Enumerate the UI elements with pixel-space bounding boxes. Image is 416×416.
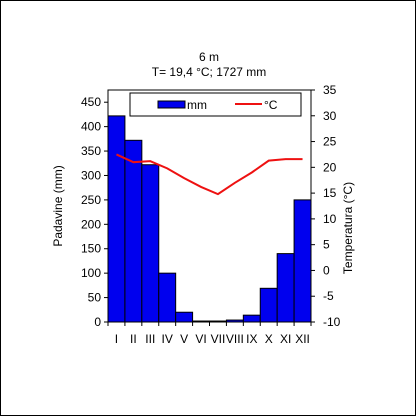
legend-temp-label: °C (264, 98, 278, 112)
x-tick-label: VIII (226, 332, 244, 346)
left-axis-label: Padavine (mm) (51, 165, 65, 246)
bar-xi (276, 253, 295, 323)
x-tick-label: II (130, 332, 137, 346)
legend-mm-swatch (157, 100, 186, 109)
right-tick-label: 30 (323, 109, 337, 123)
legend-box (129, 92, 302, 117)
bar-x (259, 287, 278, 323)
chart-title: 6 m (199, 50, 219, 64)
right-axis-label: Temperatura (°C) (341, 182, 355, 274)
left-tick-label: 300 (81, 168, 101, 182)
bar-v (175, 311, 194, 323)
x-axis: I II III IV V VI VII VIII IX X XI XII (107, 322, 312, 346)
x-tick-label: I (115, 332, 118, 346)
legend-mm-label: mm (187, 98, 207, 112)
left-tick-label: 100 (81, 266, 101, 280)
left-tick-label: 200 (81, 217, 101, 231)
left-tick-label: 450 (81, 95, 101, 109)
temperature-line-layer (116, 153, 303, 196)
bar-iii (141, 164, 160, 323)
right-tick-label: 35 (323, 83, 337, 97)
left-axis: 0 50 100 150 200 250 300 350 400 450 (81, 95, 108, 329)
bar-ix (242, 314, 261, 323)
right-tick-label: 0 (323, 263, 330, 277)
bar-xii (293, 199, 312, 323)
x-tick-label: X (265, 332, 273, 346)
x-tick-label: IX (246, 332, 257, 346)
left-tick-label: 400 (81, 120, 101, 134)
right-tick-label: -5 (323, 289, 334, 303)
bars-layer (107, 115, 312, 323)
right-tick-label: 5 (323, 238, 330, 252)
left-tick-label: 350 (81, 144, 101, 158)
legend: mm °C (129, 92, 302, 117)
right-tick-label: 15 (323, 186, 337, 200)
bar-iv (158, 272, 177, 323)
right-tick-label: 10 (323, 212, 337, 226)
right-tick-label: 20 (323, 160, 337, 174)
x-tick-label: IV (162, 332, 173, 346)
temperature-line (116, 153, 303, 196)
x-tick-label: VII (211, 332, 226, 346)
right-tick-label: -10 (323, 315, 341, 329)
x-tick-label: III (145, 332, 155, 346)
right-tick-label: 25 (323, 135, 337, 149)
bar-ii (124, 139, 143, 323)
right-axis: -10 -5 0 5 10 15 20 25 30 35 (311, 83, 341, 329)
left-tick-label: 50 (88, 291, 102, 305)
bar-i (107, 115, 126, 323)
left-tick-label: 150 (81, 242, 101, 256)
left-tick-label: 250 (81, 193, 101, 207)
x-tick-label: VI (195, 332, 206, 346)
x-tick-label: XII (295, 332, 310, 346)
left-tick-label: 0 (94, 315, 101, 329)
x-tick-label: V (180, 332, 188, 346)
chart-subtitle: T= 19,4 °C; 1727 mm (152, 65, 267, 79)
x-tick-label: XI (280, 332, 291, 346)
